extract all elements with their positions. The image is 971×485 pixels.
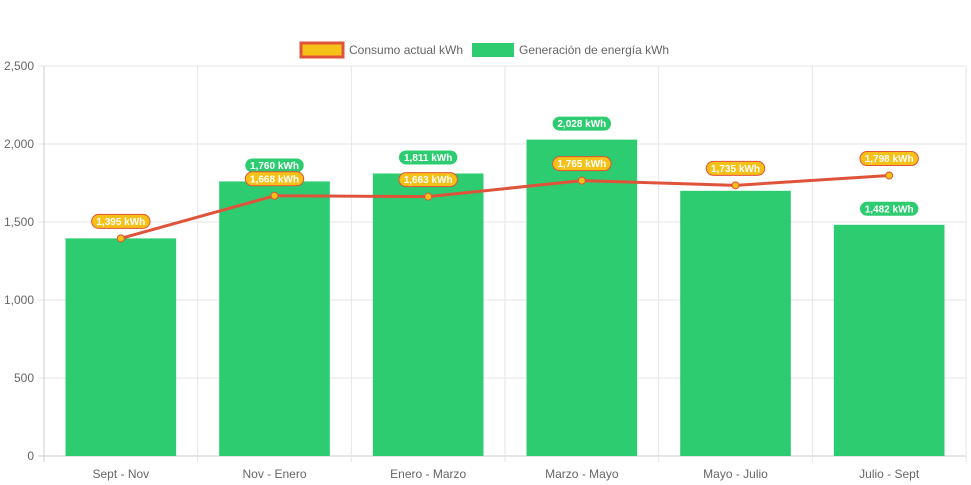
bar-label-3-text: 2,028 kWh xyxy=(557,119,606,130)
bar-label-2: 1,811 kWh xyxy=(398,150,458,165)
bar-label-5-bg xyxy=(859,201,919,216)
line-point-3[interactable] xyxy=(577,176,586,185)
x-tick-label: Julio - Sept xyxy=(859,467,920,481)
bar-0[interactable] xyxy=(65,238,177,456)
bar-label-2-bg xyxy=(398,150,458,165)
bar-1[interactable] xyxy=(219,181,330,456)
line-label-3-text: 1,765 kWh xyxy=(557,159,606,170)
y-tick-label: 1,500 xyxy=(4,215,34,229)
y-tick-label: 1,000 xyxy=(4,293,34,307)
x-tick-label: Mayo - Julio xyxy=(703,467,768,481)
line-label-5: 1,798 kWh xyxy=(859,151,919,167)
data-labels: 1,760 kWh 1,811 kWh 2,028 kWh 1,482 kWh 1,39… xyxy=(91,116,919,229)
x-tick-label: Enero - Marzo xyxy=(390,467,466,481)
line-label-5-bg xyxy=(859,151,919,167)
y-tick-label: 2,500 xyxy=(4,59,34,73)
line-point-1[interactable] xyxy=(270,191,279,200)
y-tick-label: 0 xyxy=(27,449,34,463)
line-label-0: 1,395 kWh xyxy=(91,213,151,229)
legend-label-generacion[interactable]: Generación de energía kWh xyxy=(519,43,669,57)
bar-label-3-bg xyxy=(552,116,612,131)
line-label-3: 1,765 kWh xyxy=(552,156,612,172)
line-label-0-bg xyxy=(91,213,151,229)
chart-grid xyxy=(38,65,967,462)
line-label-4-text: 1,735 kWh xyxy=(711,164,760,175)
line-label-4: 1,735 kWh xyxy=(705,160,766,176)
legend-swatch-generacion[interactable] xyxy=(472,43,514,57)
consumo-line xyxy=(120,174,890,240)
bar-4[interactable] xyxy=(680,190,791,457)
line-series xyxy=(116,171,894,243)
line-point-4[interactable] xyxy=(731,181,740,190)
line-label-2-text: 1,663 kWh xyxy=(404,175,453,186)
x-tick-label: Marzo - Mayo xyxy=(545,467,619,481)
legend-label-consumo[interactable]: Consumo actual kWh xyxy=(349,43,463,57)
bar-label-3: 2,028 kWh xyxy=(552,116,612,131)
bar-label-1-text: 1,760 kWh xyxy=(250,161,299,172)
bar-2[interactable] xyxy=(372,173,484,456)
legend-swatch-consumo[interactable] xyxy=(299,41,345,59)
line-point-5[interactable] xyxy=(885,171,894,180)
bar-label-1: 1,760 kWh xyxy=(245,158,304,173)
bar-label-5-text: 1,482 kWh xyxy=(865,204,914,215)
bar-label-1-bg xyxy=(245,158,304,173)
line-label-3-bg xyxy=(552,156,612,172)
line-label-2-bg xyxy=(398,172,458,188)
line-label-1-bg xyxy=(244,171,305,187)
bar-3[interactable] xyxy=(526,139,638,456)
bar-5[interactable] xyxy=(833,224,945,456)
line-label-5-text: 1,798 kWh xyxy=(865,154,914,165)
line-point-0[interactable] xyxy=(116,234,125,243)
line-label-1-text: 1,668 kWh xyxy=(250,174,299,185)
chart-legend[interactable]: Consumo actual kWh Generación de energía… xyxy=(299,41,669,59)
bar-label-5: 1,482 kWh xyxy=(859,201,919,216)
x-tick-label: Nov - Enero xyxy=(242,467,306,481)
bar-label-2-text: 1,811 kWh xyxy=(404,153,452,164)
x-tick-label: Sept - Nov xyxy=(92,467,149,481)
line-label-0-text: 1,395 kWh xyxy=(96,217,145,228)
line-label-2: 1,663 kWh xyxy=(398,172,458,188)
line-point-2[interactable] xyxy=(424,192,433,201)
line-label-4-bg xyxy=(705,160,766,176)
line-label-1: 1,668 kWh xyxy=(244,171,305,187)
chart-axes: 0 500 1,000 1,500 2,000 2,500 Sept - Nov Nov - … xyxy=(4,59,920,481)
y-tick-label: 2,000 xyxy=(4,137,34,151)
bar-series xyxy=(65,139,945,457)
y-tick-label: 500 xyxy=(14,371,34,385)
